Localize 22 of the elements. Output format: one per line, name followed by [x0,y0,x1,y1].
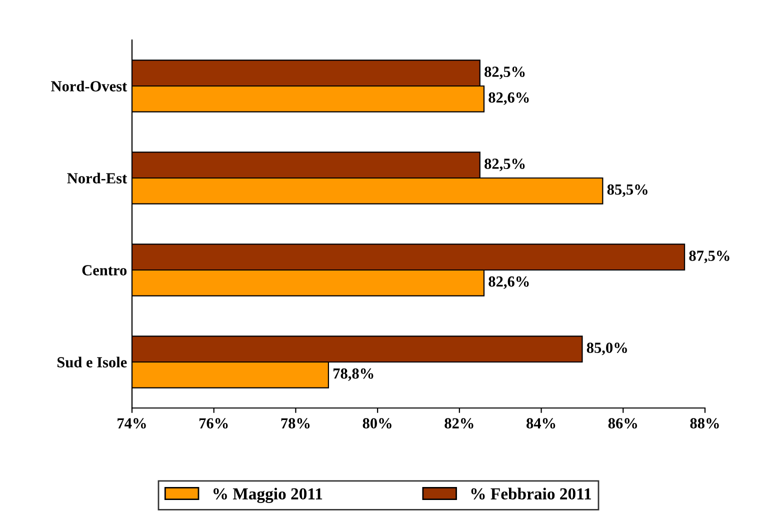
data-label: 82,6% [488,92,529,105]
legend-label: % Maggio 2011 [214,488,322,503]
data-label: 82,5% [484,66,525,80]
data-label: 85,5% [607,184,648,197]
x-tick-label: 86% [608,418,637,429]
x-tick-label: 82% [444,418,474,429]
y-tick-label: Nord-Est [67,172,128,184]
data-label: 87,5% [689,250,730,264]
data-label: 78,8% [333,368,374,381]
y-tick-label: Nord-Ovest [51,80,128,92]
x-tick-label: 88% [690,418,719,429]
y-tick-label: Centro [82,265,127,276]
data-label: 82,5% [484,158,525,172]
x-tick-label: 84% [526,418,556,429]
legend-label: % Febbraio 2011 [471,488,591,500]
x-tick-label: 76% [199,418,228,429]
x-tick-label: 78% [281,418,310,429]
x-tick-label: 74% [118,418,146,429]
x-tick-label: 80% [362,418,392,429]
y-tick-label: Sud e Isole [57,356,127,368]
data-label: 85,0% [586,342,627,356]
data-label: 82,6% [488,276,529,289]
